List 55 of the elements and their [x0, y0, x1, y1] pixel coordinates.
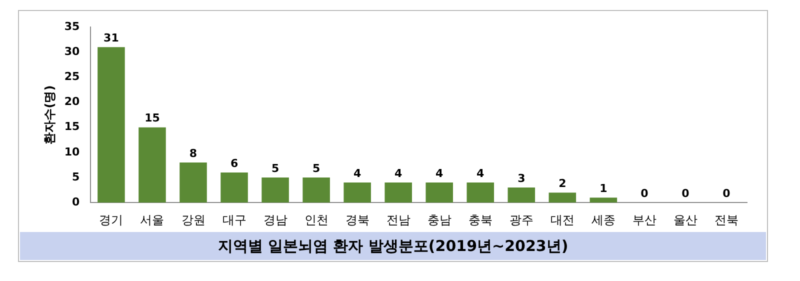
data-label: 15 — [144, 112, 160, 125]
data-label: 5 — [312, 162, 320, 175]
data-label: 6 — [230, 156, 238, 170]
data-label: 4 — [436, 166, 444, 180]
x-tick-label: 대전 — [550, 212, 574, 227]
bar — [98, 47, 125, 203]
bar — [426, 182, 453, 203]
bar — [302, 178, 330, 203]
data-label: 5 — [271, 162, 280, 175]
y-tick-label: 10 — [64, 145, 80, 158]
bar — [548, 192, 576, 203]
bar — [220, 172, 248, 203]
x-tick-label: 충남 — [427, 212, 452, 227]
y-tick-label: 30 — [64, 44, 80, 58]
data-label: 4 — [354, 166, 362, 180]
data-label: 0 — [722, 186, 731, 200]
data-label: 31 — [104, 31, 119, 44]
bar — [344, 182, 371, 203]
y-tick-label: 25 — [64, 70, 80, 84]
x-tick-label: 울산 — [673, 212, 698, 227]
bar — [262, 178, 289, 203]
x-tick-label: 경북 — [345, 212, 370, 227]
bar — [138, 127, 166, 203]
x-tick-label: 경기 — [99, 212, 124, 227]
y-tick-label: 0 — [72, 195, 80, 208]
data-label: 0 — [640, 186, 649, 200]
y-tick-label: 20 — [64, 95, 80, 108]
x-tick-label: 서울 — [140, 212, 164, 227]
y-tick-label: 15 — [64, 120, 80, 134]
x-tick-label: 전남 — [386, 212, 410, 227]
data-label: 2 — [558, 176, 566, 190]
x-tick-label: 강원 — [181, 212, 206, 227]
data-label: 1 — [600, 182, 608, 195]
y-axis-title: 환자수(명) — [42, 85, 56, 144]
x-tick-label: 광주 — [509, 212, 534, 227]
y-tick-label: 35 — [64, 20, 80, 33]
bar — [590, 198, 618, 203]
x-tick-label: 세종 — [591, 212, 616, 227]
x-tick-label: 대구 — [222, 212, 246, 227]
data-label: 3 — [518, 172, 526, 185]
x-tick-label: 충북 — [468, 212, 492, 227]
bar — [384, 182, 412, 203]
text: 지역별 일본뇌염 환자 발생분포(2019년~2023년) — [20, 232, 766, 260]
bar — [466, 182, 494, 203]
x-tick-label: 인천 — [304, 212, 328, 227]
data-label: 8 — [189, 146, 198, 160]
x-tick-label: 부산 — [632, 212, 656, 227]
y-tick-label: 5 — [72, 170, 80, 184]
x-tick-label: 전북 — [714, 212, 738, 227]
x-tick-label: 경남 — [263, 212, 288, 227]
bar — [508, 188, 536, 203]
data-label: 4 — [476, 166, 485, 180]
data-label: 4 — [394, 166, 403, 180]
data-label: 0 — [682, 186, 690, 200]
bar — [180, 162, 207, 203]
